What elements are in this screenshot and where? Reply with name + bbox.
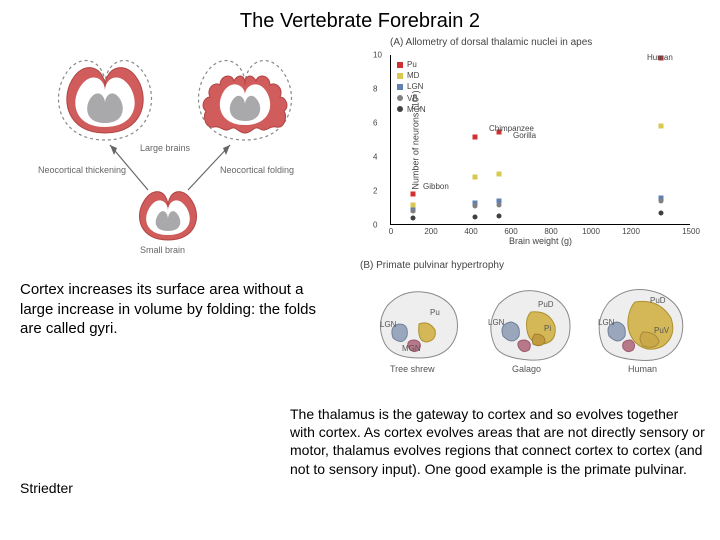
- xtick: 600: [504, 227, 517, 236]
- brain-folding-svg: [20, 45, 330, 270]
- label-small-brain: Small brain: [140, 245, 185, 255]
- label-folding: Neocortical folding: [220, 165, 294, 175]
- label-mgn-1: MGN: [402, 344, 421, 353]
- xtick: 400: [464, 227, 477, 236]
- label-pud-2: PuD: [538, 300, 554, 309]
- data-point: [659, 199, 664, 204]
- chart-area: Number of neurons (10⁶) Brain weight (g)…: [390, 55, 690, 225]
- label-pi-2: Pi: [544, 324, 551, 333]
- legend-row: MD: [397, 70, 426, 81]
- panel-a-brain-folding: Large brains Neocortical thickening Neoc…: [20, 45, 330, 270]
- data-point: [497, 213, 502, 218]
- data-point: [659, 124, 664, 129]
- legend-label: MD: [407, 70, 419, 81]
- data-point: [411, 192, 416, 197]
- panel-c-title: (B) Primate pulvinar hypertrophy: [360, 260, 504, 271]
- legend-row: MGN: [397, 104, 426, 115]
- data-point: [659, 211, 664, 216]
- species-label: Gibbon: [423, 182, 449, 191]
- data-point: [473, 175, 478, 180]
- label-lgn-2: LGN: [488, 318, 504, 327]
- data-point: [473, 134, 478, 139]
- ytick: 10: [373, 51, 382, 60]
- species-human: Human: [628, 364, 657, 374]
- species-label: Gorilla: [513, 131, 536, 140]
- label-puv-3: PuV: [654, 326, 669, 335]
- ytick: 0: [373, 221, 377, 230]
- ytick: 4: [373, 153, 377, 162]
- page-title: The Vertebrate Forebrain 2: [0, 10, 720, 33]
- legend-row: Pu: [397, 59, 426, 70]
- xtick: 1000: [582, 227, 600, 236]
- ytick: 6: [373, 119, 377, 128]
- chart-legend: PuMDLGNVBMGN: [397, 59, 426, 115]
- panel-c-pulvinar: (B) Primate pulvinar hypertrophy LGN MGN…: [360, 260, 700, 390]
- x-axis-label: Brain weight (g): [509, 236, 572, 246]
- legend-swatch: [397, 84, 403, 90]
- label-thickening: Neocortical thickening: [38, 165, 126, 175]
- legend-swatch: [397, 73, 403, 79]
- legend-label: LGN: [407, 81, 423, 92]
- species-treeshrew: Tree shrew: [390, 364, 435, 374]
- data-point: [411, 209, 416, 214]
- legend-row: VB: [397, 93, 426, 104]
- ytick: 8: [373, 85, 377, 94]
- legend-row: LGN: [397, 81, 426, 92]
- legend-label: MGN: [407, 104, 426, 115]
- data-point: [497, 202, 502, 207]
- attribution: Striedter: [20, 480, 73, 496]
- species-galago: Galago: [512, 364, 541, 374]
- label-lgn-3: LGN: [598, 318, 614, 327]
- xtick: 1500: [682, 227, 700, 236]
- data-point: [473, 214, 478, 219]
- legend-swatch: [397, 95, 403, 101]
- legend-swatch: [397, 62, 403, 68]
- caption-cortex-folding: Cortex increases its surface area withou…: [20, 280, 330, 339]
- xtick: 200: [424, 227, 437, 236]
- legend-swatch: [397, 106, 403, 112]
- data-point: [411, 216, 416, 221]
- xtick: 0: [389, 227, 393, 236]
- caption-thalamus: The thalamus is the gateway to cortex an…: [290, 405, 705, 478]
- label-lgn-1: LGN: [380, 320, 396, 329]
- xtick: 1200: [622, 227, 640, 236]
- label-pu-1: Pu: [430, 308, 440, 317]
- legend-label: VB: [407, 93, 418, 104]
- legend-label: Pu: [407, 59, 417, 70]
- pulvinar-svg: [360, 274, 700, 394]
- species-label: Human: [647, 53, 673, 62]
- xtick: 800: [544, 227, 557, 236]
- ytick: 2: [373, 187, 377, 196]
- panel-b-title: (A) Allometry of dorsal thalamic nuclei …: [390, 37, 592, 48]
- data-point: [473, 204, 478, 209]
- data-point: [497, 172, 502, 177]
- label-pud-3: PuD: [650, 296, 666, 305]
- panel-b-allometry-chart: (A) Allometry of dorsal thalamic nuclei …: [360, 35, 700, 250]
- label-large-brains: Large brains: [140, 143, 190, 153]
